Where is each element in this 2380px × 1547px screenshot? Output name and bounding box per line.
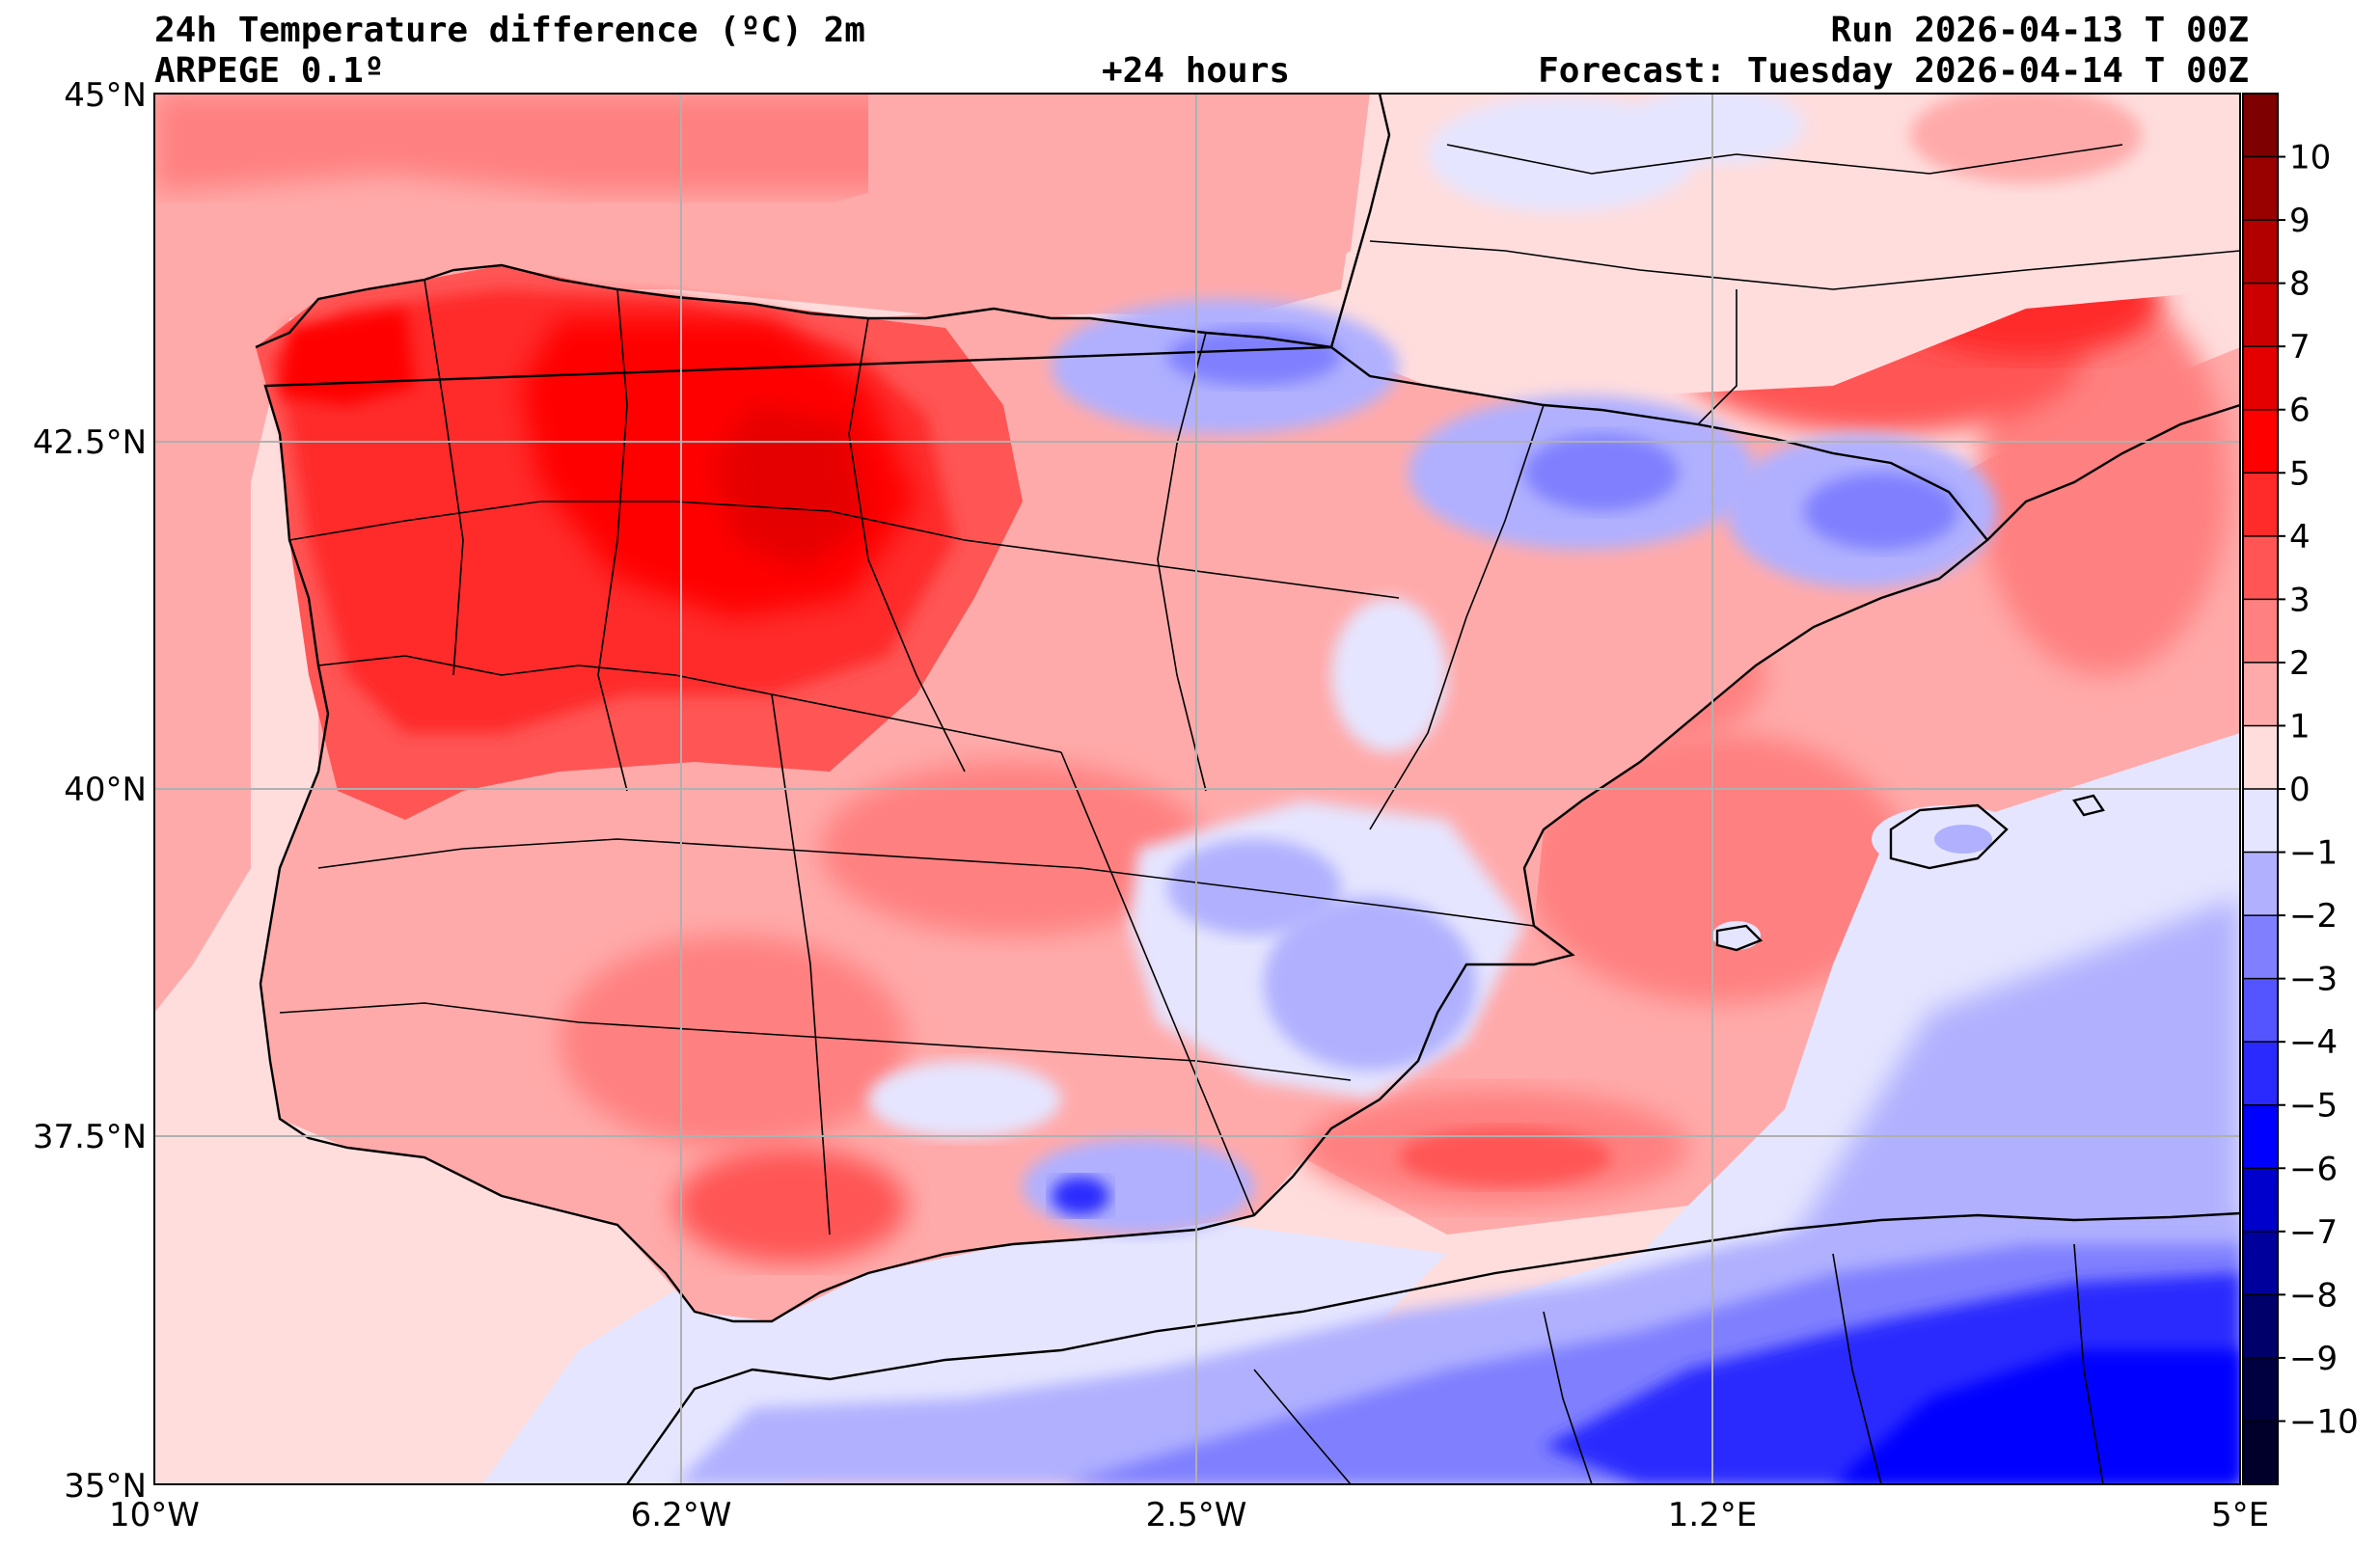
colorbar-segment — [2243, 599, 2278, 664]
colorbar-segment — [2243, 1421, 2278, 1485]
colorbar-segment — [2243, 473, 2278, 537]
map-frame — [153, 93, 2241, 1485]
colorbar-segment — [2243, 94, 2278, 158]
graticule — [154, 94, 2240, 1484]
colorbar-tick-label: −1 — [2289, 834, 2338, 873]
colorbar-segment — [2243, 1357, 2278, 1422]
colorbar-segment — [2243, 662, 2278, 726]
colorbar-segment — [2243, 852, 2278, 916]
lon-tick-label: 5°E — [2211, 1496, 2269, 1534]
colorbar-segment — [2243, 789, 2278, 854]
lat-tick-label: 35°N — [64, 1467, 147, 1506]
lat-tick-label: 45°N — [64, 76, 147, 115]
run-label: Run 2026-04-13 T 00Z — [1830, 11, 2249, 50]
colorbar-segment — [2243, 535, 2278, 600]
colorbar-tick-label: −2 — [2289, 897, 2338, 936]
colorbar-tick-label: 6 — [2289, 392, 2311, 430]
colorbar-tick-label: 5 — [2289, 454, 2311, 493]
colorbar-segment — [2243, 915, 2278, 980]
colorbar-segment — [2243, 409, 2278, 474]
colorbar-tick-label: 8 — [2289, 265, 2311, 304]
latitude-axis: 45°N 42.5°N 40°N 37.5°N 35°N — [33, 76, 147, 1506]
colorbar-tick-label: 3 — [2289, 581, 2311, 619]
lon-tick-label: 2.5°W — [1146, 1496, 1247, 1534]
region-borders — [279, 144, 2240, 1484]
colorbar-tick-label: −9 — [2289, 1340, 2338, 1378]
colorbar-tick-label: 0 — [2289, 771, 2311, 809]
forecast-label: Forecast: Tuesday 2026-04-14 T 00Z — [1538, 51, 2249, 91]
colorbar-tick-label: 7 — [2289, 328, 2311, 366]
colorbar-segment — [2243, 978, 2278, 1043]
colorbar-segment — [2243, 1104, 2278, 1169]
colorbar-tick-label: 1 — [2289, 707, 2311, 746]
lat-tick-label: 42.5°N — [33, 423, 147, 462]
colorbar-segment — [2243, 1294, 2278, 1359]
lat-tick-label: 37.5°N — [33, 1118, 147, 1156]
colorbar-tick-label: 4 — [2289, 518, 2311, 556]
colorbar-segment — [2243, 1168, 2278, 1233]
longitude-axis: 10°W 6.2°W 2.5°W 1.2°E 5°E — [109, 1496, 2269, 1534]
lead-time-label: +24 hours — [1102, 51, 1291, 91]
colorbar-segment — [2243, 1042, 2278, 1106]
colorbar-segment — [2243, 156, 2278, 221]
colorbar-segment — [2243, 1231, 2278, 1295]
colorbar-tick-label: −6 — [2289, 1150, 2338, 1188]
lon-tick-label: 6.2°W — [631, 1496, 732, 1534]
colorbar-tick-label: −7 — [2289, 1213, 2338, 1252]
colorbar-tick-label: −5 — [2289, 1087, 2338, 1126]
colorbar-segment — [2243, 346, 2278, 411]
colorbar-tick-label: 2 — [2289, 644, 2311, 683]
colorbar-tick-label: −10 — [2289, 1402, 2359, 1441]
colorbar-tick-label: 9 — [2289, 202, 2311, 240]
lon-tick-label: 10°W — [109, 1496, 200, 1534]
model-label: ARPEGE 0.1º — [154, 51, 385, 91]
colorbar-tick-label: −4 — [2289, 1023, 2338, 1062]
lat-tick-label: 40°N — [64, 771, 147, 809]
colorbar-tick-label: 10 — [2289, 139, 2331, 177]
colorbar-segment — [2243, 220, 2278, 285]
colorbar-segment — [2243, 283, 2278, 347]
map-title: 24h Temperature difference (ºC) 2m — [154, 11, 865, 50]
colorbar-tick-label: −3 — [2289, 961, 2338, 999]
lon-tick-label: 1.2°E — [1668, 1496, 1758, 1534]
colorbar-segment — [2243, 725, 2278, 790]
colorbar-tick-label: −8 — [2289, 1276, 2338, 1315]
